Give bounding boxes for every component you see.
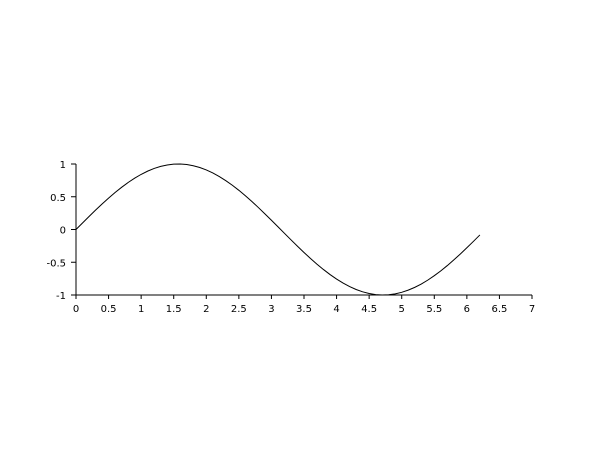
x-tick-label: 1.5 [166, 304, 182, 315]
x-tick-label: 4 [333, 304, 339, 315]
x-tick-label: 3.5 [296, 304, 312, 315]
x-tick-label: 4.5 [361, 304, 377, 315]
x-axis-ticks: 0 0.5 1 1.5 2 2.5 3 3.5 4 4.5 5 5.5 6 6.5 7 [73, 295, 535, 315]
x-tick-label: 7 [529, 304, 535, 315]
x-tick-label: 0 [73, 304, 79, 315]
x-tick-label: 5.5 [426, 304, 442, 315]
y-tick-label: 0 [60, 226, 66, 237]
x-tick-label: 5 [399, 304, 405, 315]
y-axis-ticks: 1 0.5 0 -0.5 -1 [46, 160, 76, 302]
y-tick-label: 0.5 [50, 193, 66, 204]
x-tick-label: 1 [138, 304, 144, 315]
x-tick-label: 6 [464, 304, 470, 315]
x-tick-label: 2 [203, 304, 209, 315]
x-tick-label: 3 [268, 304, 274, 315]
y-tick-label: 1 [60, 160, 66, 171]
y-tick-label: -0.5 [46, 258, 66, 269]
x-tick-label: 2.5 [231, 304, 247, 315]
series-line [75, 163, 481, 296]
x-tick-label: 0.5 [101, 304, 117, 315]
y-tick-label: -1 [56, 291, 66, 302]
x-tick-label: 6.5 [491, 304, 507, 315]
